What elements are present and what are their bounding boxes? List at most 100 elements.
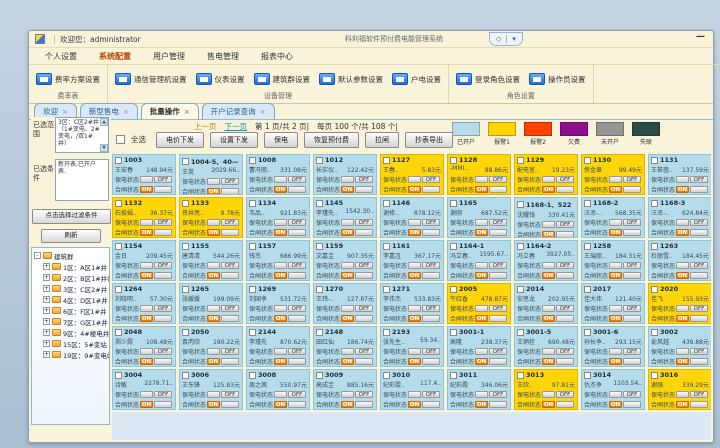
meter-card[interactable]: 1003 王安春 148.94元 保电状态 OFF 合闸状态 ON xyxy=(112,154,176,195)
supply-off-button[interactable]: OFF xyxy=(221,178,239,185)
supply-on-slot[interactable] xyxy=(542,305,555,312)
switch-on-button[interactable]: ON xyxy=(341,315,354,322)
expand-icon[interactable]: + xyxy=(43,329,50,336)
menu-tab[interactable]: 售电管理 xyxy=(207,51,239,61)
card-checkbox[interactable] xyxy=(517,371,524,379)
card-checkbox[interactable] xyxy=(383,242,390,250)
card-checkbox[interactable] xyxy=(182,328,189,336)
card-checkbox[interactable] xyxy=(584,199,591,207)
supply-off-button[interactable]: OFF xyxy=(422,262,440,269)
meter-card[interactable]: 1008 曹冯丽.. 331.08元 保电状态 OFF 合闸状态 ON xyxy=(246,154,310,195)
supply-on-slot[interactable] xyxy=(676,305,689,312)
switch-off-slot[interactable] xyxy=(422,272,440,279)
switch-on-button[interactable]: ON xyxy=(542,315,555,322)
supply-off-button[interactable]: OFF xyxy=(556,221,574,228)
card-checkbox[interactable] xyxy=(316,156,323,164)
switch-on-button[interactable]: ON xyxy=(140,272,153,279)
supply-off-button[interactable]: OFF xyxy=(623,348,641,355)
switch-off-slot[interactable] xyxy=(489,401,507,408)
supply-on-slot[interactable] xyxy=(274,176,287,183)
meter-card[interactable]: 1132 石俊娟.. 36.37元 保电状态 OFF 合闸状态 ON xyxy=(112,197,176,238)
meter-card[interactable]: 1168-2 汪浑-.. 568.35元 保电状态 OFF 合闸状态 ON xyxy=(581,197,645,238)
supply-off-button[interactable]: OFF xyxy=(489,305,507,312)
switch-on-button[interactable]: ON xyxy=(609,229,622,236)
supply-on-slot[interactable] xyxy=(408,391,421,398)
collapse-icon[interactable]: - xyxy=(34,252,41,259)
toolbar-button[interactable]: 电价下发 xyxy=(156,131,204,148)
card-checkbox[interactable] xyxy=(651,156,658,164)
switch-off-slot[interactable] xyxy=(221,315,239,322)
meter-card[interactable]: 2193 张先生.. 59.34.. 保电状态 OFF 合闸状态 ON xyxy=(380,326,444,367)
card-checkbox[interactable] xyxy=(249,285,256,293)
card-checkbox[interactable] xyxy=(115,371,122,379)
switch-on-button[interactable]: ON xyxy=(408,272,421,279)
meter-card[interactable]: 1263 杜丽雪.. 184.45元 保电状态 OFF 合闸状态 ON xyxy=(648,240,711,281)
switch-off-slot[interactable] xyxy=(489,315,507,322)
supply-on-slot[interactable] xyxy=(140,262,153,269)
switch-on-button[interactable]: ON xyxy=(274,358,287,365)
supply-on-slot[interactable] xyxy=(140,391,153,398)
supply-on-slot[interactable] xyxy=(341,305,354,312)
card-checkbox[interactable] xyxy=(584,242,591,250)
switch-off-slot[interactable] xyxy=(221,188,239,194)
supply-on-slot[interactable] xyxy=(341,176,354,183)
supply-off-button[interactable]: OFF xyxy=(422,305,440,312)
switch-on-button[interactable]: ON xyxy=(408,315,421,322)
toolbar-button[interactable]: 恢复预付费 xyxy=(304,131,359,148)
supply-off-button[interactable]: OFF xyxy=(288,262,306,269)
supply-on-slot[interactable] xyxy=(274,348,287,355)
switch-off-slot[interactable] xyxy=(556,401,574,408)
meter-card[interactable]: 1264 刘晓明.. 57.30元 保电状态 OFF 合闸状态 ON xyxy=(112,283,176,324)
switch-off-slot[interactable] xyxy=(221,358,239,365)
switch-on-button[interactable]: ON xyxy=(274,229,287,236)
meter-card[interactable]: 1157 钱杰 686.99元 保电状态 OFF 合闸状态 ON xyxy=(246,240,310,281)
switch-on-button[interactable]: ON xyxy=(676,272,689,279)
ribbon-button[interactable]: 默认参数设置 xyxy=(319,73,383,85)
card-checkbox[interactable] xyxy=(450,328,457,336)
supply-on-slot[interactable] xyxy=(609,262,622,269)
supply-off-button[interactable]: OFF xyxy=(623,305,641,312)
doc-tab[interactable]: 批量操作 × xyxy=(140,103,199,119)
tree-item[interactable]: +9区：4#楼电井（4#楼... xyxy=(34,327,109,338)
supply-off-button[interactable]: OFF xyxy=(556,348,574,355)
card-checkbox[interactable] xyxy=(115,156,122,164)
card-checkbox[interactable] xyxy=(651,328,658,336)
meter-card[interactable]: 1146 谢修.. 878.12元 保电状态 OFF 合闸状态 ON xyxy=(380,197,444,238)
switch-off-slot[interactable] xyxy=(623,186,641,193)
switch-off-slot[interactable] xyxy=(154,401,172,408)
tree-item[interactable]: +7区：G区1#井 xyxy=(34,316,109,327)
switch-off-slot[interactable] xyxy=(422,229,440,236)
switch-off-slot[interactable] xyxy=(422,401,440,408)
meter-card[interactable]: 1012 长实仪.. 122.42元 保电状态 OFF 合闸状态 ON xyxy=(313,154,377,195)
meter-card[interactable]: 1145 李瑾先.. 1542.30.. 保电状态 OFF 合闸状态 ON xyxy=(313,197,377,238)
switch-on-button[interactable]: ON xyxy=(207,272,220,279)
switch-on-button[interactable]: ON xyxy=(676,401,689,408)
supply-on-slot[interactable] xyxy=(341,391,354,398)
expand-icon[interactable]: + xyxy=(43,307,50,314)
supply-off-button[interactable]: OFF xyxy=(154,176,172,183)
switch-on-button[interactable]: ON xyxy=(609,186,622,193)
supply-off-button[interactable]: OFF xyxy=(288,305,306,312)
switch-off-slot[interactable] xyxy=(288,186,306,193)
meter-card[interactable]: 1265 张媛媛 199.09元 保电状态 OFF 合闸状态 ON xyxy=(179,283,243,324)
supply-on-slot[interactable] xyxy=(475,176,488,183)
card-checkbox[interactable] xyxy=(182,371,189,379)
supply-off-button[interactable]: OFF xyxy=(489,219,507,226)
selected-condition-box[interactable]: 新开表,已开户表. xyxy=(55,159,109,201)
supply-off-button[interactable]: OFF xyxy=(623,262,641,269)
switch-on-button[interactable]: ON xyxy=(207,358,220,365)
meter-card[interactable]: 1134 韦品.. 921.83元 保电状态 OFF 合闸状态 ON xyxy=(246,197,310,238)
expand-icon[interactable]: + xyxy=(43,263,50,270)
ribbon-button[interactable]: 登录角色设置 xyxy=(456,73,520,85)
supply-on-slot[interactable] xyxy=(609,348,622,355)
menu-tab[interactable]: 系统配置 xyxy=(99,51,131,61)
card-checkbox[interactable] xyxy=(651,242,658,250)
switch-off-slot[interactable] xyxy=(489,358,507,365)
supply-off-button[interactable]: OFF xyxy=(154,219,172,226)
card-checkbox[interactable] xyxy=(584,328,591,336)
supply-off-button[interactable]: OFF xyxy=(154,348,172,355)
menu-tab[interactable]: 个人设置 xyxy=(45,51,77,61)
supply-off-button[interactable]: OFF xyxy=(422,219,440,226)
meter-card[interactable]: 3006 王东锋 125.83元 保电状态 OFF 合闸状态 ON xyxy=(179,369,243,410)
select-all-checkbox[interactable] xyxy=(116,135,125,144)
